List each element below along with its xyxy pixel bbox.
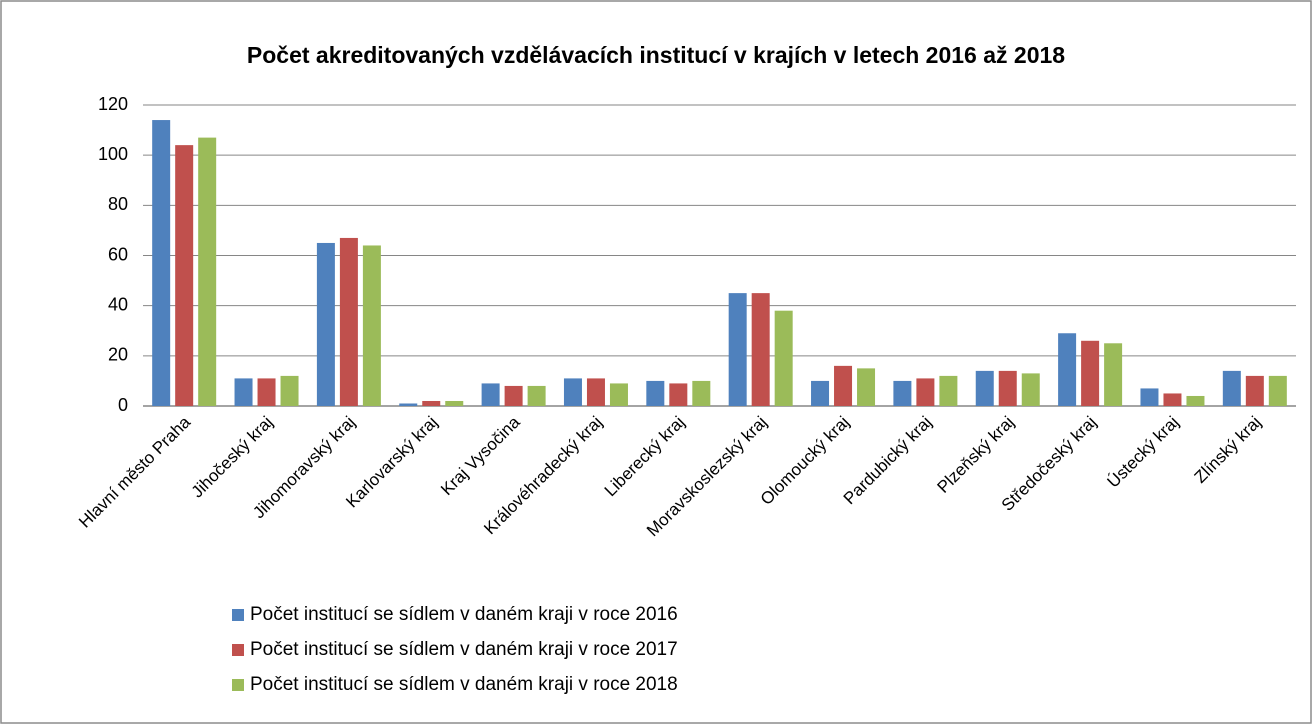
- bar: [1081, 340, 1100, 406]
- bar: [811, 380, 830, 406]
- legend-swatch: [232, 679, 244, 691]
- bar: [728, 293, 747, 406]
- bar: [422, 400, 441, 406]
- bar: [339, 237, 358, 406]
- bar: [669, 383, 688, 406]
- bar: [527, 385, 546, 406]
- y-tick-label: 60: [108, 244, 128, 264]
- legend-label: Počet institucí se sídlem v daném kraji …: [250, 604, 678, 625]
- bar: [563, 378, 582, 406]
- bar: [152, 120, 171, 407]
- chart-title: Počet akreditovaných vzdělávacích instit…: [247, 42, 1065, 68]
- bar: [586, 378, 605, 406]
- legend-swatch: [232, 644, 244, 656]
- y-tick-label: 100: [98, 144, 128, 164]
- y-tick-label: 40: [108, 294, 128, 314]
- bar: [751, 293, 770, 406]
- bar: [399, 403, 418, 406]
- bar: [834, 365, 853, 406]
- bar: [998, 370, 1017, 406]
- bar: [1222, 370, 1241, 406]
- bar: [504, 385, 523, 406]
- y-tick-label: 0: [118, 395, 128, 415]
- bar: [1186, 395, 1205, 406]
- bar: [1104, 343, 1123, 406]
- y-tick-label: 20: [108, 345, 128, 365]
- bar: [609, 383, 628, 406]
- bar: [198, 137, 217, 406]
- bar: [257, 378, 276, 406]
- legend-label: Počet institucí se sídlem v daném kraji …: [250, 674, 678, 695]
- bar: [916, 378, 935, 406]
- bar: [975, 370, 994, 406]
- bar: [692, 380, 711, 406]
- bar: [1245, 375, 1264, 406]
- bar: [1268, 375, 1287, 406]
- y-tick-label: 120: [98, 94, 128, 114]
- bar: [234, 378, 253, 406]
- bar: [481, 383, 500, 406]
- bar: [316, 242, 335, 406]
- bar: [857, 368, 876, 406]
- bar: [1021, 373, 1040, 406]
- bar: [774, 310, 793, 406]
- bar: [1140, 388, 1159, 406]
- y-tick-label: 80: [108, 194, 128, 214]
- legend-swatch: [232, 609, 244, 621]
- bar: [280, 375, 299, 406]
- legend-label: Počet institucí se sídlem v daném kraji …: [250, 639, 678, 660]
- bar: [175, 145, 194, 406]
- bar: [445, 400, 464, 406]
- bar: [893, 380, 912, 406]
- bar: [1163, 393, 1182, 406]
- bar: [939, 375, 958, 406]
- bar: [646, 380, 665, 406]
- bar: [1058, 333, 1077, 406]
- bar: [362, 245, 381, 406]
